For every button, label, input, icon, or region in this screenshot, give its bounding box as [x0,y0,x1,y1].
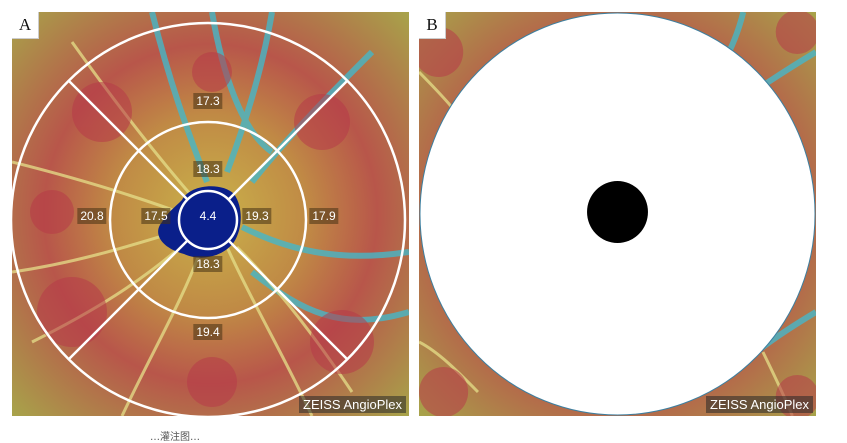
brand-watermark-b: ZEISS AngioPlex [706,396,813,413]
value-inner-inferior: 18.3 [193,256,223,272]
value-outer-nasal: 17.9 [309,208,339,224]
perfusion-heatmap-b [419,12,816,416]
panel-b-masked-map: B ZEISS AngioPlex [419,12,816,416]
value-outer-inferior: 19.4 [193,324,223,340]
figure-caption: …灌注图… [150,432,200,443]
panel-label-b: B [419,12,446,39]
brand-watermark-a: ZEISS AngioPlex [299,396,406,413]
value-inner-nasal: 19.3 [242,208,272,224]
value-outer-temporal: 20.8 [77,208,107,224]
panel-a-perfusion-map: A 17.3 18.3 20.8 17.5 4.4 19.3 17.9 18.3… [12,12,409,416]
panel-label-a: A [12,12,39,39]
value-outer-superior: 17.3 [193,93,223,109]
value-inner-temporal: 17.5 [141,208,171,224]
value-center: 4.4 [199,209,217,223]
value-inner-superior: 18.3 [193,161,223,177]
perfusion-heatmap-a [12,12,409,416]
foveal-mask [587,181,648,243]
etdrs-grid [12,21,407,416]
